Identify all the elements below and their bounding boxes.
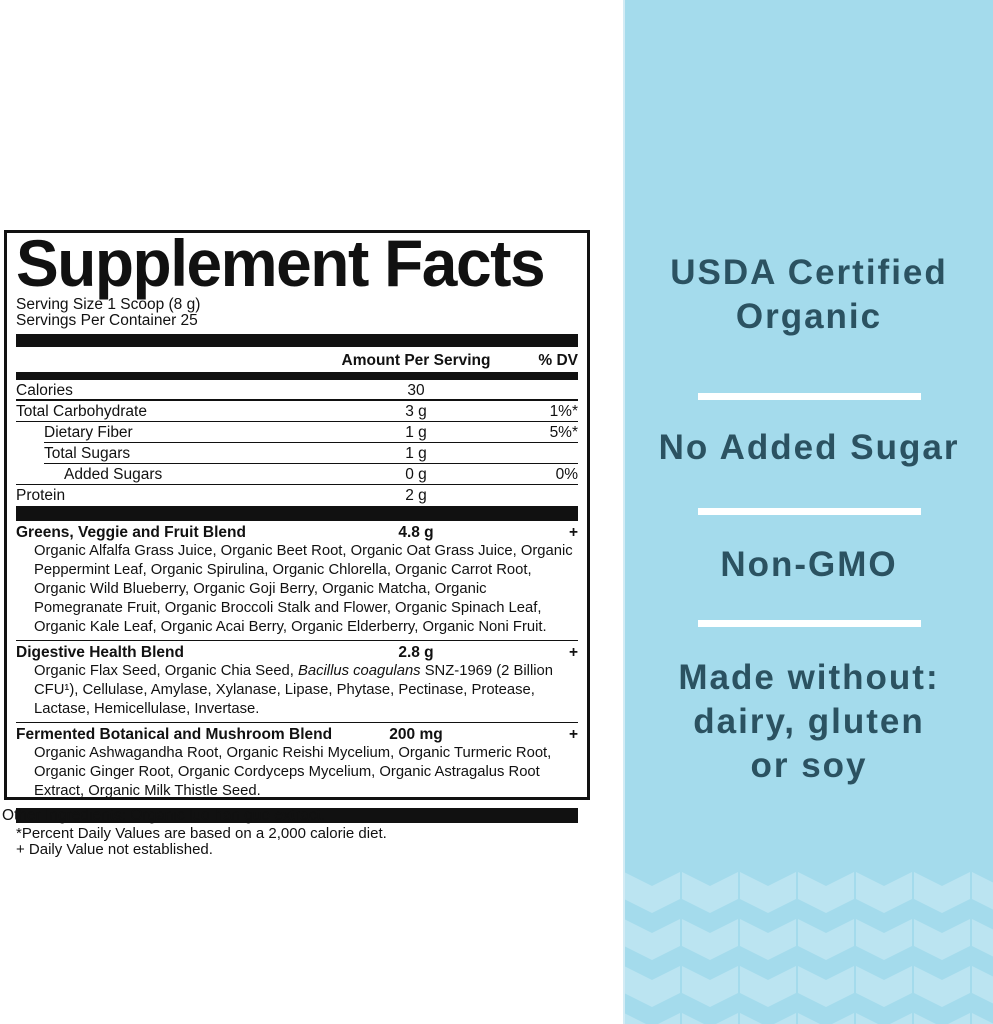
thick-divider-bar	[16, 506, 578, 521]
nutrient-dv: 0%	[555, 466, 578, 483]
claim-line: Made without:	[678, 658, 940, 697]
footnotes: *Percent Daily Values are based on a 2,0…	[16, 826, 578, 858]
blend-name: Digestive Health Blend	[16, 644, 184, 661]
claim-no-added-sugar: No Added Sugar	[625, 426, 993, 470]
claim-line: dairy, gluten	[693, 702, 925, 741]
claims-divider	[698, 508, 921, 515]
footnote-dv-not-established: + Daily Value not established.	[16, 841, 213, 858]
blend-dv: +	[568, 726, 578, 743]
blend-header: Fermented Botanical and Mushroom Blend 2…	[16, 725, 578, 744]
blend-header: Digestive Health Blend 2.8 g +	[16, 643, 578, 662]
blend-amount: 2.8 g	[398, 644, 434, 661]
column-header-amount: Amount Per Serving	[341, 352, 491, 369]
nutrient-amount: 1 g	[405, 424, 427, 441]
serving-size: Serving Size 1 Scoop (8 g)	[16, 296, 201, 313]
table-header-row: Amount Per Serving % DV	[16, 347, 579, 372]
blend-name: Fermented Botanical and Mushroom Blend	[16, 726, 333, 743]
nutrient-dv: 1%*	[549, 403, 578, 420]
column-header-dv: % DV	[538, 352, 578, 369]
claim-usda-certified-organic: USDA Certified Organic	[625, 251, 993, 339]
claims-divider	[698, 393, 921, 400]
nutrient-name: Calories	[16, 382, 73, 399]
nutrient-name: Dietary Fiber	[44, 424, 133, 441]
nutrient-name: Total Sugars	[44, 445, 131, 462]
table-row-total-carbohydrate: Total Carbohydrate 3 g 1%*	[16, 401, 578, 422]
blend-amount: 4.8 g	[398, 524, 434, 541]
claims-divider	[698, 620, 921, 627]
blend-header: Greens, Veggie and Fruit Blend 4.8 g +	[16, 523, 578, 542]
blend-ingredients: Organic Alfalfa Grass Juice, Organic Bee…	[34, 543, 573, 635]
nutrient-name: Added Sugars	[64, 466, 163, 483]
nutrient-amount: 30	[407, 382, 425, 399]
table-row-total-sugars: Total Sugars 1 g	[16, 443, 578, 464]
claim-made-without: Made without: dairy, gluten or soy	[625, 656, 993, 788]
thick-divider-bar	[16, 808, 578, 823]
blend-greens-veggie-fruit: Greens, Veggie and Fruit Blend 4.8 g + O…	[16, 521, 578, 641]
nutrient-amount: 1 g	[405, 445, 427, 462]
blend-ingredients: Organic Ashwagandha Root, Organic Reishi…	[34, 745, 552, 799]
ingredients-text: SNZ-1969 (2 Billion CFU¹), Cellulase, Am…	[34, 663, 553, 717]
claim-line: or soy	[750, 746, 868, 785]
blend-fermented-botanical-mushroom: Fermented Botanical and Mushroom Blend 2…	[16, 723, 578, 804]
serving-info: Serving Size 1 Scoop (8 g) Servings Per …	[16, 297, 578, 328]
thin-divider-bar	[16, 372, 578, 380]
ingredients-text: Organic Flax Seed, Organic Chia Seed,	[34, 663, 299, 679]
table-row-added-sugars: Added Sugars 0 g 0%	[16, 464, 578, 485]
table-row-calories: Calories 30	[16, 380, 578, 401]
servings-per-container: Servings Per Container 25	[16, 311, 198, 329]
footnote-daily-values: *Percent Daily Values are based on a 2,0…	[16, 825, 387, 842]
blend-dv: +	[568, 524, 578, 541]
supplement-facts-title: Supplement Facts	[16, 226, 546, 300]
table-row-dietary-fiber: Dietary Fiber 1 g 5%*	[16, 422, 578, 443]
table-row-protein: Protein 2 g	[16, 485, 578, 506]
chevron-pattern	[625, 872, 993, 1024]
other-ingredients: Other Ingredients: Organic luo han guo e…	[2, 807, 326, 824]
blend-name: Greens, Veggie and Fruit Blend	[16, 524, 246, 541]
blend-digestive-health: Digestive Health Blend 2.8 g + Organic F…	[16, 641, 578, 723]
thick-divider-bar	[16, 334, 578, 347]
blend-dv: +	[568, 644, 578, 661]
nutrient-name: Protein	[16, 487, 66, 504]
blend-ingredients: Organic Flax Seed, Organic Chia Seed, Ba…	[16, 662, 578, 719]
supplement-facts-box: Supplement Facts Serving Size 1 Scoop (8…	[4, 226, 590, 858]
nutrient-amount: 0 g	[405, 466, 427, 483]
blend-amount: 200 mg	[389, 726, 443, 743]
nutrient-dv: 5%*	[549, 424, 578, 441]
nutrient-name: Total Carbohydrate	[16, 403, 147, 420]
ingredients-species-name: Bacillus coagulans	[298, 663, 421, 679]
nutrient-amount: 3 g	[405, 403, 427, 420]
nutrient-amount: 2 g	[405, 487, 427, 504]
claim-non-gmo: Non-GMO	[625, 543, 993, 587]
claim-line: USDA Certified	[670, 253, 948, 292]
claim-line: Non-GMO	[720, 545, 898, 584]
claims-panel: USDA Certified Organic No Added Sugar No…	[623, 0, 993, 1024]
claim-line: No Added Sugar	[658, 428, 960, 467]
claim-line: Organic	[735, 297, 883, 336]
